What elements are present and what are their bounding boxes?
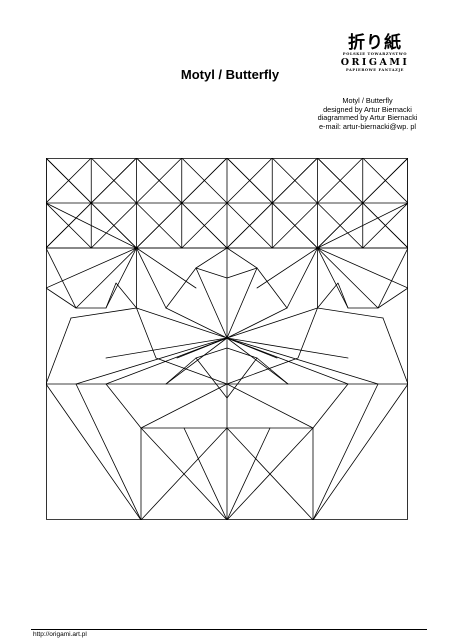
radial-crease	[136, 247, 167, 309]
crease-line	[317, 158, 364, 204]
radial-crease	[317, 247, 408, 289]
left-lower-arm	[70, 307, 228, 385]
radial-crease	[165, 337, 228, 385]
crease-line	[136, 202, 183, 249]
crease-line	[226, 427, 271, 520]
origami-society-logo: 折り紙 POLSKIE TOWARZYSTWO ORIGAMI PAPIEROW…	[325, 34, 425, 80]
crease-line	[183, 427, 228, 520]
left-edge-diag	[46, 317, 72, 385]
crease-line	[226, 427, 314, 520]
radial-crease	[317, 247, 349, 309]
credits-email: e-mail: artur-biernacki@wp. pl	[318, 121, 417, 131]
crease-line	[46, 158, 92, 204]
bottom-right-curve	[312, 383, 379, 520]
crease-line	[140, 383, 228, 429]
crease-line	[271, 158, 318, 204]
footer-divider	[31, 629, 427, 630]
radial-crease	[105, 337, 228, 359]
crease-pattern-diagram	[46, 158, 408, 520]
footer-url[interactable]: http://origami.art.pl	[33, 631, 87, 638]
radial-crease	[136, 247, 197, 289]
radial-crease	[226, 267, 258, 339]
radial-crease	[75, 337, 228, 385]
crease-line	[362, 202, 408, 249]
radial-crease	[136, 307, 228, 339]
crease-line	[312, 383, 349, 429]
central-diamond	[195, 347, 258, 399]
radial-crease	[226, 337, 278, 359]
radial-crease	[176, 337, 228, 359]
credits-diagrammer: diagrammed by Artur Biernacki	[317, 113, 418, 122]
crease-line	[226, 202, 273, 249]
radial-crease	[226, 337, 379, 385]
logo-kanji: 折り紙	[348, 33, 402, 53]
radial-crease	[226, 337, 349, 359]
bottom-left-curve	[75, 383, 142, 520]
credits-block: Motyl / Butterfly designed by Artur Bier…	[300, 96, 435, 131]
crease-line	[256, 357, 289, 385]
radial-crease	[165, 307, 228, 339]
side-arm-right	[317, 282, 408, 309]
crease-line	[362, 158, 408, 204]
crease-line	[312, 383, 408, 520]
right-lower-arm	[226, 307, 384, 385]
crease-line	[46, 202, 92, 249]
radial-crease	[226, 337, 289, 385]
crease-line	[271, 202, 318, 249]
radial-crease	[46, 202, 137, 249]
crease-line	[90, 202, 137, 249]
side-arm-left	[46, 282, 137, 309]
radial-crease	[256, 247, 318, 289]
crease-line	[136, 158, 183, 204]
crease-line	[90, 158, 137, 204]
page-title: Motyl / Butterfly	[180, 67, 280, 82]
crease-line	[317, 202, 364, 249]
credits-model-name: Motyl / Butterfly	[342, 96, 393, 105]
logo-society-text: POLSKIE TOWARZYSTWO	[342, 52, 408, 56]
crease-line	[181, 202, 228, 249]
credits-designer: designed by Artur Biernacki	[323, 104, 412, 114]
radial-crease	[286, 247, 318, 309]
right-edge-diag	[382, 317, 408, 385]
crease-line	[181, 158, 228, 204]
crease-line	[226, 158, 273, 204]
central-wing	[165, 267, 288, 309]
radial-crease	[46, 247, 137, 289]
radial-crease	[317, 202, 408, 249]
radial-crease	[105, 247, 137, 309]
central-roof	[195, 247, 258, 269]
crease-line	[46, 247, 77, 309]
radial-crease	[195, 267, 228, 339]
radial-crease	[226, 307, 288, 339]
radial-crease	[75, 247, 137, 309]
radial-crease	[226, 307, 318, 339]
crease-line	[165, 357, 197, 385]
crease-line	[226, 383, 314, 429]
radial-crease	[317, 247, 379, 309]
logo-origami-text: ORIGAMI	[340, 57, 410, 68]
crease-line	[140, 427, 228, 520]
crease-line	[46, 383, 142, 520]
logo-fantazje-text: PAPIEROWE FANTAZJE	[345, 68, 405, 72]
crease-line	[105, 383, 142, 429]
crease-line	[377, 247, 408, 309]
